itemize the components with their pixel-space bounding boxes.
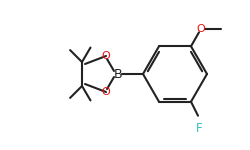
Text: O: O	[102, 51, 110, 61]
Text: B: B	[114, 68, 122, 81]
Text: O: O	[102, 87, 110, 97]
Text: F: F	[196, 122, 202, 135]
Text: O: O	[196, 24, 205, 34]
